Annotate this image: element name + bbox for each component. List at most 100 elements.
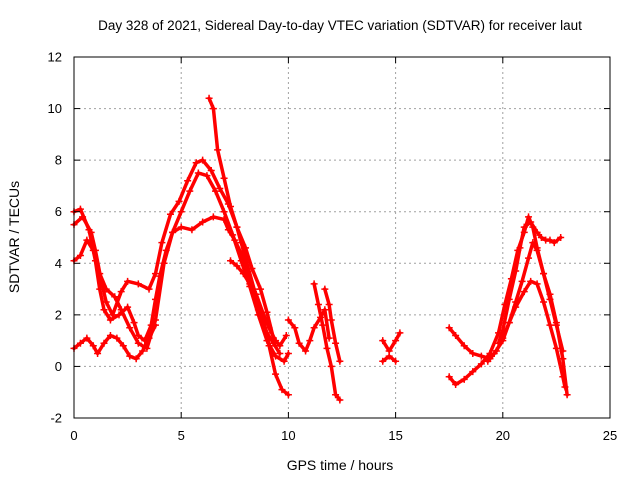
data-point <box>233 223 241 231</box>
data-point <box>115 311 123 319</box>
data-point <box>276 342 284 350</box>
series-pass-d <box>70 321 159 363</box>
data-point <box>559 347 567 355</box>
data-point <box>188 226 196 234</box>
data-point <box>276 350 284 358</box>
data-point <box>89 342 97 350</box>
data-point <box>237 239 245 247</box>
data-point <box>460 342 468 350</box>
series-line <box>207 96 291 397</box>
series-pass-f <box>227 257 280 345</box>
data-point <box>295 339 303 347</box>
data-point <box>484 357 492 365</box>
data-point <box>102 298 110 306</box>
data-point <box>76 339 84 347</box>
data-point <box>209 213 217 221</box>
series-pass-n <box>495 218 565 347</box>
series-pass-g <box>284 306 333 355</box>
data-point <box>126 352 134 360</box>
data-point <box>533 280 541 288</box>
data-point <box>199 218 207 226</box>
data-point <box>117 306 125 314</box>
data-point <box>132 355 140 363</box>
data-point <box>284 350 292 358</box>
data-point <box>130 319 138 327</box>
data-point <box>325 301 333 309</box>
series-line <box>380 331 402 353</box>
data-point <box>220 208 228 216</box>
data-point <box>265 324 273 332</box>
data-point <box>100 306 108 314</box>
data-point <box>177 208 185 216</box>
x-tick-label: 15 <box>388 428 402 443</box>
data-point <box>302 347 310 355</box>
data-point <box>109 311 117 319</box>
data-point <box>111 293 119 301</box>
data-point <box>490 350 498 358</box>
data-point <box>533 246 541 254</box>
axis-ticks: 0 5 10 15 20 25 -2 0 2 4 6 8 10 12 <box>48 50 618 444</box>
data-point <box>557 234 565 241</box>
data-point <box>321 285 329 293</box>
data-point <box>257 285 265 293</box>
data-point <box>175 197 183 205</box>
data-point <box>126 324 134 332</box>
plot-frame <box>73 56 611 419</box>
data-point <box>512 267 520 275</box>
data-point <box>445 373 453 381</box>
data-point <box>505 319 513 327</box>
data-point <box>469 350 477 358</box>
data-point <box>139 347 147 355</box>
data-point <box>246 280 254 288</box>
data-point <box>452 380 460 388</box>
x-tick-label: 25 <box>603 428 617 443</box>
data-point <box>76 205 84 213</box>
data-point <box>392 337 400 345</box>
x-axis-label: GPS time / hours <box>287 457 394 473</box>
data-point <box>477 352 485 360</box>
data-point <box>516 244 524 252</box>
data-point <box>216 185 224 193</box>
chart-title: Day 328 of 2021, Sidereal Day-to-day VTE… <box>98 18 582 33</box>
y-tick-label: 2 <box>55 307 62 322</box>
data-point <box>477 360 485 368</box>
data-point <box>445 324 453 332</box>
data-point <box>134 339 142 347</box>
y-tick-label: 4 <box>55 256 62 271</box>
data-point <box>76 252 84 260</box>
data-point <box>518 277 526 285</box>
data-point <box>145 334 153 342</box>
y-tick-label: 8 <box>55 153 62 168</box>
data-point <box>520 288 528 296</box>
series-pass-e <box>205 94 292 399</box>
data-point <box>336 357 344 365</box>
data-point <box>194 169 202 177</box>
x-tick-label: 0 <box>70 428 77 443</box>
data-point <box>220 215 228 223</box>
data-point <box>106 331 114 339</box>
data-point <box>79 213 87 221</box>
data-point <box>113 334 121 342</box>
data-point <box>327 362 335 370</box>
data-point <box>546 295 554 303</box>
data-point <box>533 228 541 236</box>
data-point <box>540 298 548 306</box>
data-point <box>499 337 507 345</box>
data-point <box>546 236 554 244</box>
series-pass-i <box>321 285 344 365</box>
data-point <box>392 357 400 365</box>
data-point <box>469 368 477 376</box>
data-point <box>151 321 159 329</box>
data-point <box>117 288 125 296</box>
y-tick-label: 6 <box>55 204 62 219</box>
data-point <box>169 228 177 236</box>
data-point <box>379 357 387 365</box>
series-line <box>72 323 158 361</box>
x-tick-label: 20 <box>496 428 510 443</box>
data-point <box>396 329 404 337</box>
data-point <box>561 383 569 391</box>
data-point <box>212 187 220 195</box>
data-point <box>119 342 127 350</box>
data-point <box>460 375 468 383</box>
data-point <box>327 316 335 324</box>
